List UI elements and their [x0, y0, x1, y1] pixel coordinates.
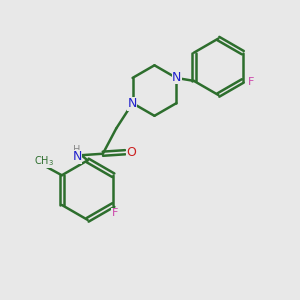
Text: N: N	[72, 150, 82, 163]
Text: CH$_3$: CH$_3$	[34, 154, 54, 168]
Text: O: O	[127, 146, 136, 159]
Text: H: H	[73, 145, 81, 155]
Text: F: F	[112, 208, 118, 218]
Text: N: N	[172, 71, 182, 84]
Text: N: N	[127, 97, 137, 110]
Text: F: F	[248, 77, 254, 87]
